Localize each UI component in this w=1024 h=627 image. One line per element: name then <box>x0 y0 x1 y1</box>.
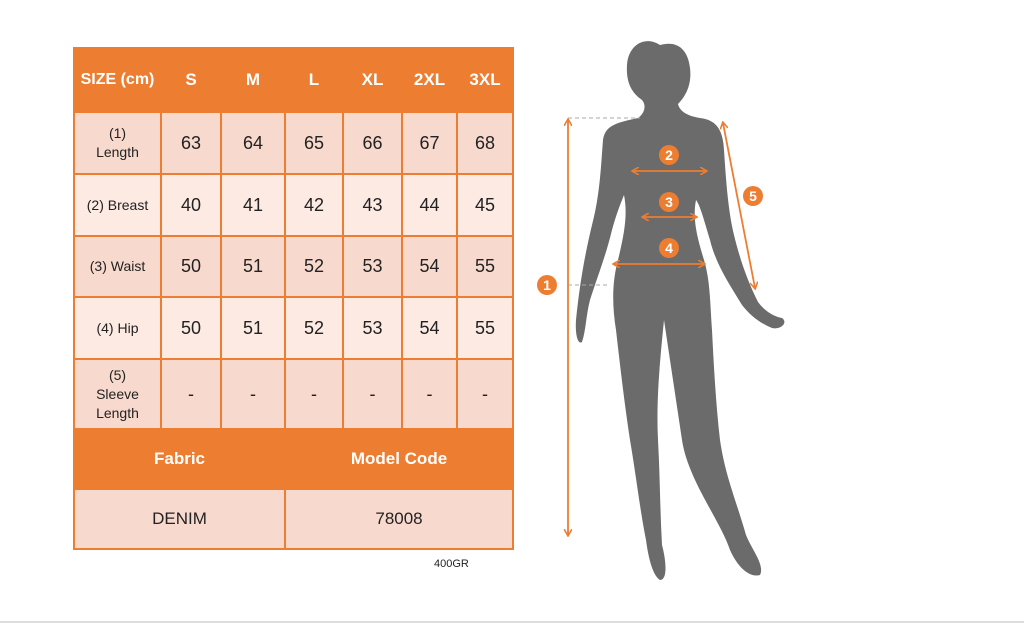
marker-1: 1 <box>537 275 557 295</box>
fabric-label: Fabric <box>73 428 286 490</box>
cell: - <box>456 358 514 430</box>
marker-3: 3 <box>659 192 679 212</box>
row-label: (1) Length <box>73 111 162 175</box>
cell: - <box>401 358 458 430</box>
woman-silhouette <box>575 41 785 580</box>
model-code-label: Model Code <box>284 428 514 490</box>
cell: 54 <box>401 296 458 360</box>
header-xl: XL <box>342 47 403 113</box>
cell: 42 <box>284 173 344 237</box>
cell: - <box>342 358 403 430</box>
fabric-header-row: Fabric Model Code <box>73 428 514 490</box>
header-2xl: 2XL <box>401 47 458 113</box>
cell: 66 <box>342 111 403 175</box>
bottom-divider <box>0 621 1024 623</box>
cell: 68 <box>456 111 514 175</box>
table-row: (3) Waist 50 51 52 53 54 55 <box>73 235 514 298</box>
size-chart-table: SIZE (cm) S M L XL 2XL 3XL (1) Length 63… <box>73 47 514 550</box>
sleeve-arrow <box>723 123 755 288</box>
table-row: (5) Sleeve Length - - - - - - <box>73 358 514 430</box>
table-row: (2) Breast 40 41 42 43 44 45 <box>73 173 514 237</box>
cell: 55 <box>456 296 514 360</box>
cell: 54 <box>401 235 458 298</box>
cell: 52 <box>284 296 344 360</box>
row-label: (5) Sleeve Length <box>73 358 162 430</box>
measurement-figure: 1 2 3 4 5 <box>537 41 785 580</box>
cell: 43 <box>342 173 403 237</box>
marker-5: 5 <box>743 186 763 206</box>
svg-text:2: 2 <box>665 147 673 163</box>
cell: 53 <box>342 235 403 298</box>
cell: 64 <box>220 111 286 175</box>
cell: 52 <box>284 235 344 298</box>
header-3xl: 3XL <box>456 47 514 113</box>
cell: 45 <box>456 173 514 237</box>
cell: 41 <box>220 173 286 237</box>
row-label: (3) Waist <box>73 235 162 298</box>
cell: 44 <box>401 173 458 237</box>
cell: - <box>160 358 222 430</box>
header-s: S <box>160 47 222 113</box>
cell: - <box>284 358 344 430</box>
cell: 53 <box>342 296 403 360</box>
cell: - <box>220 358 286 430</box>
row-label: (4) Hip <box>73 296 162 360</box>
marker-2: 2 <box>659 145 679 165</box>
cell: 50 <box>160 296 222 360</box>
cell: 40 <box>160 173 222 237</box>
cell: 51 <box>220 296 286 360</box>
weight-note: 400GR <box>434 558 469 570</box>
cell: 55 <box>456 235 514 298</box>
fabric-value-row: DENIM 78008 <box>73 488 514 550</box>
row-label: (2) Breast <box>73 173 162 237</box>
table-row: (4) Hip 50 51 52 53 54 55 <box>73 296 514 360</box>
svg-text:4: 4 <box>665 240 673 256</box>
table-row: (1) Length 63 64 65 66 67 68 <box>73 111 514 175</box>
svg-text:1: 1 <box>543 277 551 293</box>
svg-text:5: 5 <box>749 188 757 204</box>
cell: 65 <box>284 111 344 175</box>
marker-4: 4 <box>659 238 679 258</box>
cell: 51 <box>220 235 286 298</box>
fabric-value: DENIM <box>73 488 286 550</box>
cell: 67 <box>401 111 458 175</box>
svg-text:3: 3 <box>665 194 673 210</box>
header-l: L <box>284 47 344 113</box>
header-m: M <box>220 47 286 113</box>
cell: 63 <box>160 111 222 175</box>
header-size: SIZE (cm) <box>73 47 162 113</box>
header-row: SIZE (cm) S M L XL 2XL 3XL <box>73 47 514 113</box>
model-code-value: 78008 <box>284 488 514 550</box>
cell: 50 <box>160 235 222 298</box>
